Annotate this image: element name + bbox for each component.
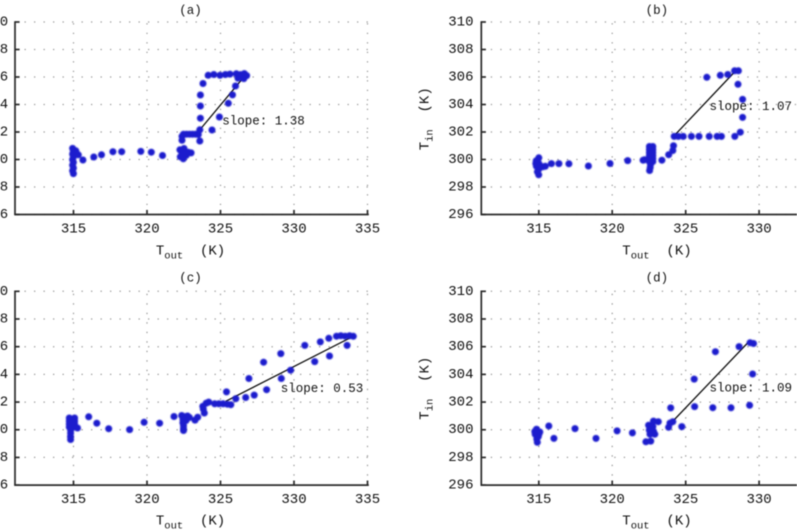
svg-text:320: 320 xyxy=(134,222,159,238)
svg-text:(d): (d) xyxy=(646,272,669,286)
svg-text:302: 302 xyxy=(0,395,8,411)
svg-text:306: 306 xyxy=(448,339,473,355)
svg-text:304: 304 xyxy=(0,367,8,383)
svg-text:335: 335 xyxy=(355,222,380,238)
svg-text:325: 325 xyxy=(673,222,698,238)
svg-text:310: 310 xyxy=(448,284,473,300)
svg-text:325: 325 xyxy=(673,492,698,508)
svg-text:slope: 1.07: slope: 1.07 xyxy=(710,100,793,114)
svg-text:(a): (a) xyxy=(179,4,202,18)
svg-text:Tout (K): Tout (K) xyxy=(622,514,691,532)
svg-text:304: 304 xyxy=(0,97,8,113)
svg-text:Tout (K): Tout (K) xyxy=(622,244,691,263)
svg-text:298: 298 xyxy=(0,180,8,196)
svg-text:302: 302 xyxy=(448,395,473,411)
svg-text:310: 310 xyxy=(0,15,8,31)
svg-text:315: 315 xyxy=(526,492,551,508)
svg-text:(c): (c) xyxy=(179,272,202,286)
svg-text:308: 308 xyxy=(0,312,8,328)
svg-text:Tin (K): Tin (K) xyxy=(418,87,437,150)
svg-text:330: 330 xyxy=(281,222,306,238)
svg-text:298: 298 xyxy=(0,450,8,466)
svg-text:325: 325 xyxy=(208,222,233,238)
svg-text:300: 300 xyxy=(0,152,8,168)
svg-text:308: 308 xyxy=(448,42,473,58)
svg-text:296: 296 xyxy=(448,478,473,494)
svg-text:330: 330 xyxy=(281,492,306,508)
svg-text:306: 306 xyxy=(0,70,8,86)
svg-text:slope: 1.38: slope: 1.38 xyxy=(222,114,305,128)
svg-text:Tin (K): Tin (K) xyxy=(418,357,437,420)
svg-text:304: 304 xyxy=(448,97,473,113)
svg-text:(b): (b) xyxy=(646,4,669,18)
svg-text:335: 335 xyxy=(355,492,380,508)
svg-text:330: 330 xyxy=(746,222,771,238)
svg-text:310: 310 xyxy=(448,15,473,31)
svg-text:308: 308 xyxy=(448,312,473,328)
svg-text:330: 330 xyxy=(746,492,771,508)
svg-text:315: 315 xyxy=(61,222,86,238)
svg-text:300: 300 xyxy=(448,152,473,168)
svg-text:slope: 1.09: slope: 1.09 xyxy=(710,382,793,396)
svg-text:302: 302 xyxy=(448,125,473,141)
svg-text:320: 320 xyxy=(600,492,625,508)
svg-text:325: 325 xyxy=(208,492,233,508)
svg-text:306: 306 xyxy=(0,339,8,355)
svg-text:302: 302 xyxy=(0,125,8,141)
svg-text:306: 306 xyxy=(448,70,473,86)
svg-text:308: 308 xyxy=(0,42,8,58)
svg-text:300: 300 xyxy=(0,422,8,438)
svg-text:298: 298 xyxy=(448,450,473,466)
svg-text:Tout (K): Tout (K) xyxy=(156,514,225,532)
svg-text:296: 296 xyxy=(0,478,8,494)
svg-text:315: 315 xyxy=(526,222,551,238)
svg-text:300: 300 xyxy=(448,422,473,438)
svg-text:Tout (K): Tout (K) xyxy=(156,244,225,263)
svg-text:298: 298 xyxy=(448,180,473,196)
svg-text:320: 320 xyxy=(600,222,625,238)
svg-text:296: 296 xyxy=(448,207,473,223)
svg-text:310: 310 xyxy=(0,284,8,300)
svg-text:320: 320 xyxy=(134,492,159,508)
svg-text:304: 304 xyxy=(448,367,473,383)
svg-text:slope: 0.53: slope: 0.53 xyxy=(281,382,364,396)
svg-text:296: 296 xyxy=(0,207,8,223)
svg-text:315: 315 xyxy=(61,492,86,508)
